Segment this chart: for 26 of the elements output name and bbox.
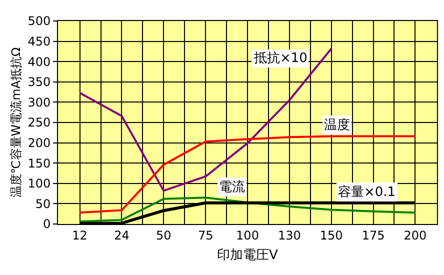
y-tick-label: 50 xyxy=(35,196,51,211)
x-tick-label: 200 xyxy=(404,228,427,242)
x-axis-title: 印加電圧V xyxy=(217,248,278,263)
y-tick-label: 250 xyxy=(28,116,51,130)
series-label: 電流 xyxy=(219,179,245,195)
y-tick-label: 450 xyxy=(28,34,51,48)
x-tick-label: 50 xyxy=(156,228,172,242)
y-tick-label: 0 xyxy=(42,217,51,232)
y-tick-label: 350 xyxy=(28,75,51,90)
x-tick-label: 100 xyxy=(236,228,259,242)
y-tick-label: 300 xyxy=(28,95,51,110)
y-tick-label: 200 xyxy=(28,136,51,150)
x-tick-label: 75 xyxy=(198,228,214,242)
y-tick-label: 500 xyxy=(28,14,51,28)
series-label: 温度 xyxy=(324,117,350,133)
y-tick-label: 150 xyxy=(28,156,51,170)
x-tick-label: 175 xyxy=(362,228,385,242)
x-tick-label: 130 xyxy=(278,228,301,242)
x-tick-label: 24 xyxy=(114,228,130,242)
series-label: 容量×0.1 xyxy=(338,184,396,200)
y-axis-title: 温度℃容量W電流mA抵抗Ω xyxy=(8,47,23,198)
series-label: 抵抗×10 xyxy=(253,51,308,66)
x-tick-label: 12 xyxy=(72,228,88,242)
y-tick-label: 400 xyxy=(28,54,51,69)
y-tick-label: 100 xyxy=(28,176,51,191)
x-tick-label: 150 xyxy=(320,228,343,242)
